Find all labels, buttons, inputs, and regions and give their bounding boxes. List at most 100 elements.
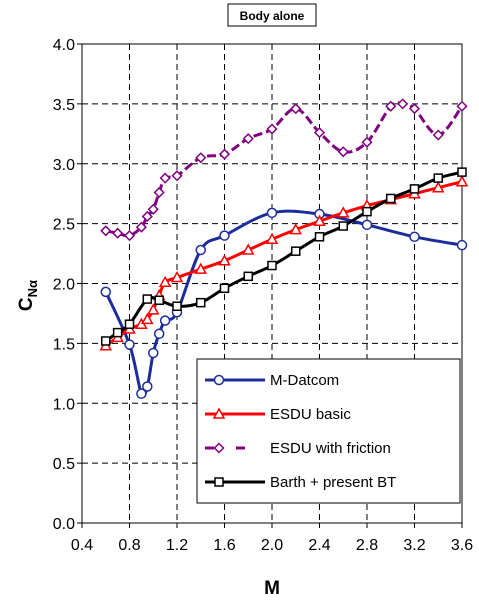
- series-line-esdu-basic: [104, 180, 463, 347]
- series-barth-bt: [101, 167, 467, 346]
- data-point: [147, 203, 159, 215]
- series-line-esdu-friction: [105, 101, 464, 238]
- legend-item-esdu-friction: ESDU with friction: [205, 440, 391, 457]
- legend-marker: [213, 442, 225, 454]
- data-point: [153, 328, 165, 340]
- data-point: [148, 347, 159, 359]
- x-tick-label: 3.2: [403, 537, 425, 554]
- series-m-datcom: [100, 207, 468, 399]
- data-point: [194, 262, 208, 274]
- data-point: [243, 271, 253, 282]
- data-point: [219, 283, 230, 294]
- series-esdu-friction: [100, 98, 468, 242]
- data-point: [158, 275, 172, 288]
- data-point: [338, 221, 348, 231]
- data-point: [265, 232, 279, 244]
- legend-label: M-Datcom: [270, 372, 339, 389]
- data-point: [123, 230, 136, 242]
- data-point: [289, 223, 303, 235]
- x-tick-label: 0.4: [71, 537, 93, 554]
- x-tick-label: 2.8: [356, 537, 378, 554]
- legend-marker: [213, 374, 225, 386]
- y-tick-label: 0.0: [53, 516, 75, 533]
- data-point: [195, 152, 207, 164]
- data-point: [196, 297, 206, 308]
- data-point: [124, 319, 135, 329]
- chart-title: Body alone: [227, 3, 317, 27]
- data-point: [100, 286, 111, 298]
- data-point: [154, 295, 164, 306]
- y-tick-label: 3.0: [53, 157, 75, 174]
- data-point: [456, 100, 468, 112]
- data-point: [408, 103, 421, 115]
- x-axis-label: M: [264, 578, 280, 599]
- legend-label: Barth + present BT: [270, 474, 396, 491]
- y-tick-label: 2.0: [53, 277, 75, 294]
- data-point: [409, 184, 420, 194]
- y-tick-label: 4.0: [53, 37, 75, 54]
- data-point: [219, 230, 230, 241]
- data-point: [142, 381, 153, 392]
- data-point: [432, 129, 444, 141]
- y-tick-label: 1.5: [53, 336, 75, 353]
- data-point: [431, 181, 445, 193]
- x-tick-label: 3.6: [451, 537, 473, 554]
- data-point: [124, 339, 135, 350]
- data-point: [457, 167, 467, 177]
- data-point: [336, 206, 350, 218]
- x-tick-label: 1.2: [166, 537, 188, 554]
- legend-label: ESDU basic: [270, 406, 351, 423]
- data-point: [159, 315, 171, 326]
- x-tick-label: 1.6: [213, 537, 235, 554]
- data-point: [361, 136, 373, 148]
- data-point: [313, 214, 326, 226]
- legend-item-m-datcom: M-Datcom: [205, 372, 339, 389]
- y-tick-label: 3.5: [53, 97, 75, 114]
- data-point: [146, 303, 160, 315]
- data-point: [153, 186, 165, 199]
- legend-label: ESDU with friction: [270, 440, 391, 457]
- data-point: [337, 146, 349, 158]
- y-tick-label: 2.5: [53, 217, 75, 234]
- data-point: [159, 172, 171, 184]
- data-point: [112, 327, 123, 338]
- y-axis-label-sub: Nα: [25, 280, 40, 297]
- data-point: [266, 123, 278, 135]
- data-point: [101, 336, 111, 346]
- data-point: [433, 173, 443, 183]
- data-point: [218, 254, 231, 266]
- data-point: [386, 193, 396, 204]
- data-point: [172, 301, 182, 312]
- data-point: [141, 210, 153, 223]
- data-point: [267, 260, 277, 271]
- legend: M-Datcom ESDU basic ESDU with friction Bart…: [196, 358, 461, 504]
- data-point: [100, 225, 112, 237]
- data-point: [241, 243, 255, 255]
- data-point: [361, 219, 373, 231]
- data-point: [195, 244, 206, 256]
- legend-item-esdu-basic: ESDU basic: [205, 406, 351, 423]
- data-point: [455, 175, 469, 187]
- series-layer: [99, 98, 469, 399]
- chart-title-text: Body alone: [240, 9, 305, 23]
- data-point: [136, 388, 147, 399]
- data-point: [313, 127, 326, 139]
- data-point: [135, 221, 147, 233]
- data-point: [456, 239, 468, 251]
- data-point: [142, 294, 153, 304]
- x-tick-label: 2.0: [261, 537, 283, 554]
- legend-box: [196, 358, 461, 504]
- tick-labels: 0.4 0.8 1.2 1.6 2.0 2.4 2.8 3.2 3.6 0.0 0.5 1.0 1.5 2…: [53, 37, 473, 554]
- data-point: [141, 312, 154, 325]
- data-point: [291, 246, 301, 256]
- data-point: [112, 227, 124, 239]
- data-point: [266, 207, 278, 219]
- data-point: [362, 206, 372, 217]
- legend-marker: [212, 407, 226, 419]
- data-point: [242, 133, 254, 145]
- data-point: [218, 148, 231, 160]
- data-point: [171, 170, 183, 182]
- y-axis-label: CNα: [16, 280, 40, 311]
- y-axis-label-main: C: [16, 297, 37, 311]
